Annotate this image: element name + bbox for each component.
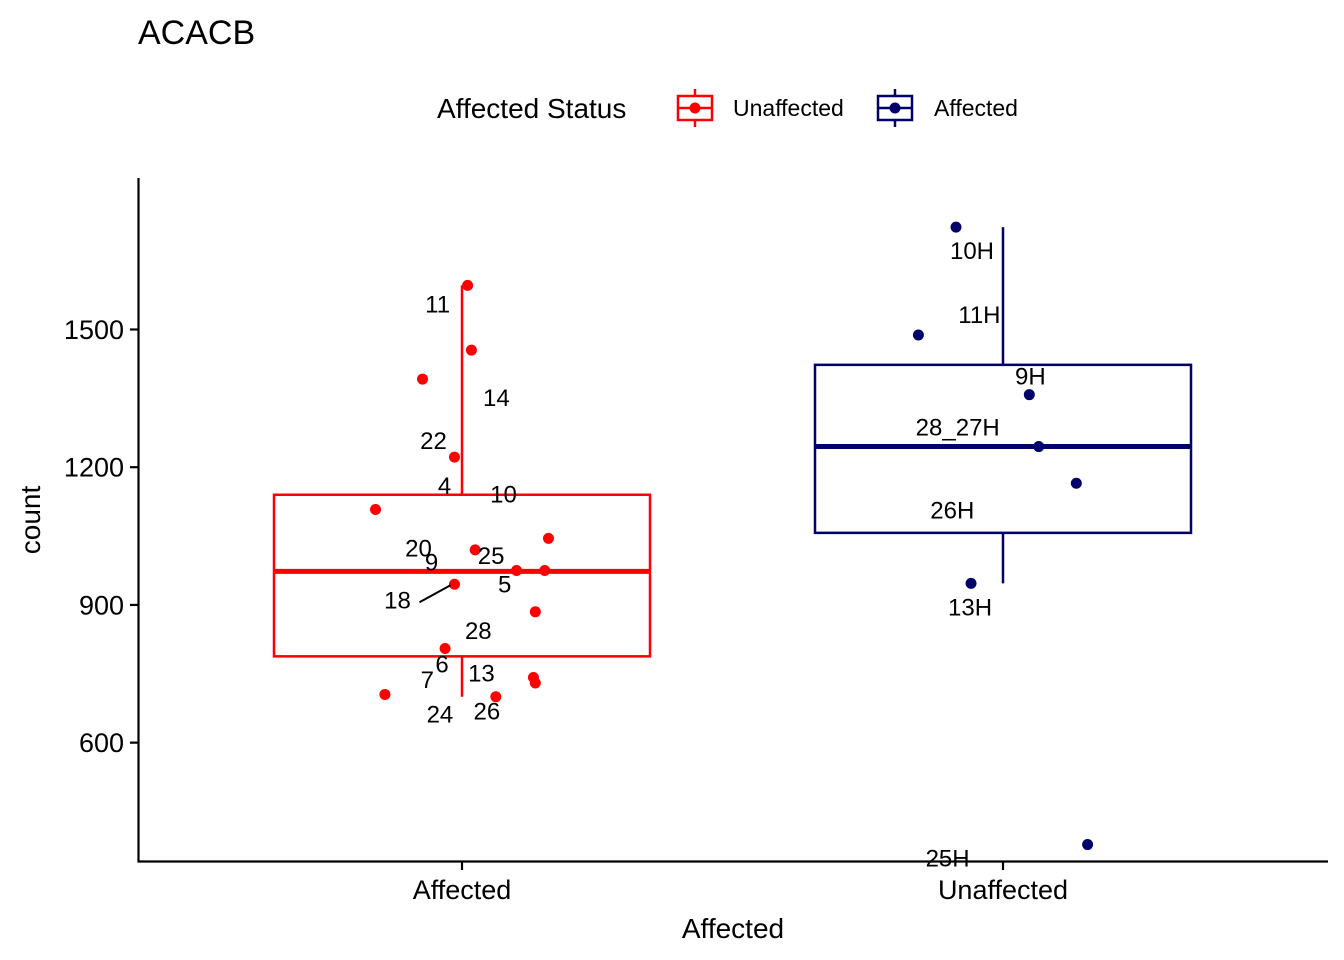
y-tick-label: 900	[79, 590, 124, 620]
data-point	[511, 564, 523, 576]
point-label: 11H	[958, 302, 1000, 329]
point-label: 11	[425, 291, 450, 318]
point-label: 28	[465, 618, 492, 645]
data-point	[417, 373, 429, 385]
point-label: 24	[427, 701, 454, 728]
point-label: 4	[438, 473, 451, 500]
y-axis-title: count	[15, 486, 46, 555]
data-point	[448, 451, 460, 463]
x-tick-label: Affected	[413, 875, 512, 905]
point-label: 13	[468, 660, 495, 687]
point-label: 6	[435, 652, 448, 679]
y-tick-label: 600	[79, 728, 124, 758]
data-point	[469, 544, 481, 556]
y-tick-label: 1500	[64, 315, 124, 345]
data-point	[539, 564, 551, 576]
data-point	[1082, 839, 1094, 851]
data-point	[529, 606, 541, 618]
x-axis-title: Affected	[682, 913, 784, 944]
point-label: 5	[498, 571, 511, 598]
legend: Affected Status Unaffected Affected	[437, 89, 1018, 127]
point-label: 13H	[948, 594, 992, 621]
data-point	[965, 577, 977, 589]
legend-key-affected	[876, 89, 914, 127]
data-point	[542, 532, 554, 544]
point-label: 10	[490, 481, 517, 508]
point-label: 14	[483, 385, 510, 412]
x-tick-label: Unaffected	[938, 875, 1068, 905]
point-label: 25	[478, 543, 505, 570]
data-point	[439, 643, 451, 655]
point-label: 9H	[1015, 364, 1046, 391]
point-label: 9	[425, 549, 438, 576]
data-point	[1023, 389, 1035, 401]
legend-title: Affected Status	[437, 93, 626, 124]
data-point	[370, 503, 382, 515]
data-point	[379, 688, 391, 700]
axes	[137, 178, 1328, 863]
legend-key-unaffected	[676, 89, 714, 127]
data-point	[490, 691, 502, 703]
chart-title: ACACB	[138, 14, 255, 52]
point-label: 7	[421, 667, 434, 694]
point-label: 20	[405, 535, 432, 562]
box-iqr	[272, 493, 652, 658]
data-point	[1070, 477, 1082, 489]
point-label: 10H	[950, 238, 994, 265]
data-point	[912, 329, 924, 341]
point-label: 26	[473, 699, 500, 726]
point-label: 18	[384, 587, 411, 614]
point-label: 25H	[926, 846, 970, 873]
data-point	[462, 279, 474, 291]
data-point	[465, 344, 477, 356]
data-point	[448, 578, 460, 590]
legend-label-unaffected: Unaffected	[733, 95, 844, 121]
point-label: 28_27H	[916, 415, 1000, 442]
point-label: 22	[420, 428, 447, 455]
data-point	[1033, 441, 1045, 453]
label-leader-line	[418, 584, 451, 604]
data-point	[529, 677, 541, 689]
data-point	[950, 221, 962, 233]
legend-label-affected: Affected	[934, 95, 1018, 121]
point-label: 26H	[930, 497, 974, 524]
y-tick-label: 1200	[64, 453, 124, 483]
